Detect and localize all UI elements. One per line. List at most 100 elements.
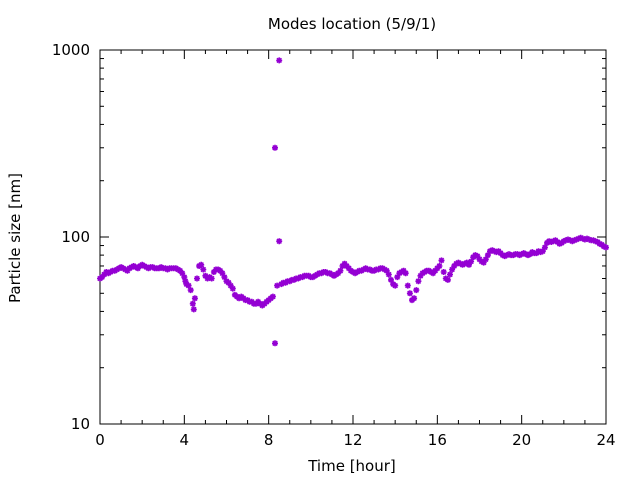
data-point-marker — [603, 244, 609, 251]
data-point — [274, 282, 281, 289]
data-point — [444, 276, 451, 283]
data-point-marker — [417, 272, 424, 279]
x-tick-label: 12 — [343, 431, 362, 449]
x-tick-label: 16 — [428, 431, 447, 449]
data-point-marker — [449, 266, 456, 273]
data-point — [276, 57, 283, 64]
data-point — [225, 279, 232, 286]
data-point — [189, 300, 196, 307]
data-point — [491, 248, 498, 255]
data-point — [413, 287, 420, 294]
data-point — [187, 287, 194, 294]
data-point — [546, 238, 553, 245]
data-point — [388, 276, 394, 283]
data-point-marker — [134, 265, 141, 272]
data-point — [227, 282, 234, 289]
data-point-marker — [269, 293, 276, 300]
y-tick-label: 100 — [61, 228, 90, 246]
data-point-marker — [482, 256, 489, 263]
data-point-marker — [537, 249, 544, 256]
data-point-marker — [276, 238, 283, 245]
data-point — [202, 272, 209, 279]
data-point-marker — [596, 240, 603, 247]
data-point — [101, 271, 108, 278]
data-point-marker — [444, 276, 451, 283]
data-point-marker — [217, 267, 224, 274]
data-point — [337, 267, 344, 274]
data-point — [99, 274, 106, 281]
data-point-marker — [438, 257, 445, 264]
data-point — [493, 249, 500, 256]
data-point — [385, 271, 392, 278]
data-point-marker — [468, 258, 475, 265]
data-point-marker — [101, 271, 108, 278]
data-point-marker — [208, 275, 215, 282]
data-point-marker — [221, 274, 228, 281]
x-tick-label: 24 — [596, 431, 615, 449]
data-point-marker — [436, 263, 443, 269]
y-tick-label: 10 — [71, 415, 90, 433]
data-point — [449, 266, 456, 273]
data-point — [404, 282, 411, 289]
data-point-marker — [219, 270, 226, 277]
data-point — [440, 269, 447, 275]
data-point — [208, 275, 215, 282]
data-point — [179, 270, 186, 277]
data-point-marker — [491, 248, 498, 255]
data-point-marker — [584, 235, 590, 242]
data-points — [97, 57, 609, 347]
data-point-marker — [432, 267, 439, 274]
data-point-marker — [535, 248, 542, 255]
data-point — [219, 270, 226, 277]
x-axis-label: Time [hour] — [307, 457, 396, 475]
data-point-marker — [430, 270, 437, 277]
data-point-marker — [177, 267, 184, 274]
data-point-marker — [200, 266, 207, 273]
x-tick-label: 20 — [512, 431, 531, 449]
data-point — [550, 238, 557, 245]
data-point — [571, 237, 578, 244]
data-point — [484, 252, 491, 259]
data-point — [537, 249, 544, 256]
data-point-marker — [404, 282, 411, 289]
x-tick-label: 8 — [264, 431, 274, 449]
data-point-marker — [466, 261, 472, 268]
data-point — [400, 267, 407, 274]
data-point-marker — [189, 300, 196, 307]
data-point — [565, 236, 571, 243]
data-point-marker — [198, 261, 205, 268]
chart-title: Modes location (5/9/1) — [268, 15, 436, 33]
data-point-marker — [179, 270, 186, 277]
data-point-marker — [550, 238, 557, 245]
data-point-marker — [586, 236, 593, 243]
data-point-marker — [392, 282, 399, 289]
data-point — [200, 266, 207, 273]
data-point-marker — [480, 259, 487, 266]
y-axis: 10 100 1000 — [52, 41, 606, 433]
data-point — [474, 253, 481, 260]
data-point — [411, 295, 418, 302]
data-point-marker — [185, 282, 192, 289]
data-point-marker — [225, 279, 232, 286]
data-point — [182, 278, 189, 285]
data-point — [562, 237, 569, 244]
data-point-marker — [345, 265, 352, 272]
data-point-marker — [191, 295, 198, 302]
data-point — [392, 282, 399, 289]
data-point-marker — [560, 238, 567, 245]
data-point — [590, 237, 597, 244]
data-point — [480, 259, 487, 266]
data-point-marker — [194, 275, 200, 282]
data-point — [487, 248, 493, 255]
data-point-marker — [493, 249, 500, 256]
data-point-marker — [337, 267, 344, 274]
data-point — [432, 267, 439, 274]
data-point — [556, 240, 563, 247]
data-point — [402, 270, 409, 277]
data-point — [575, 235, 582, 242]
data-point-marker — [181, 274, 188, 281]
data-point — [181, 274, 188, 281]
data-point — [198, 261, 205, 268]
data-point — [581, 236, 588, 243]
